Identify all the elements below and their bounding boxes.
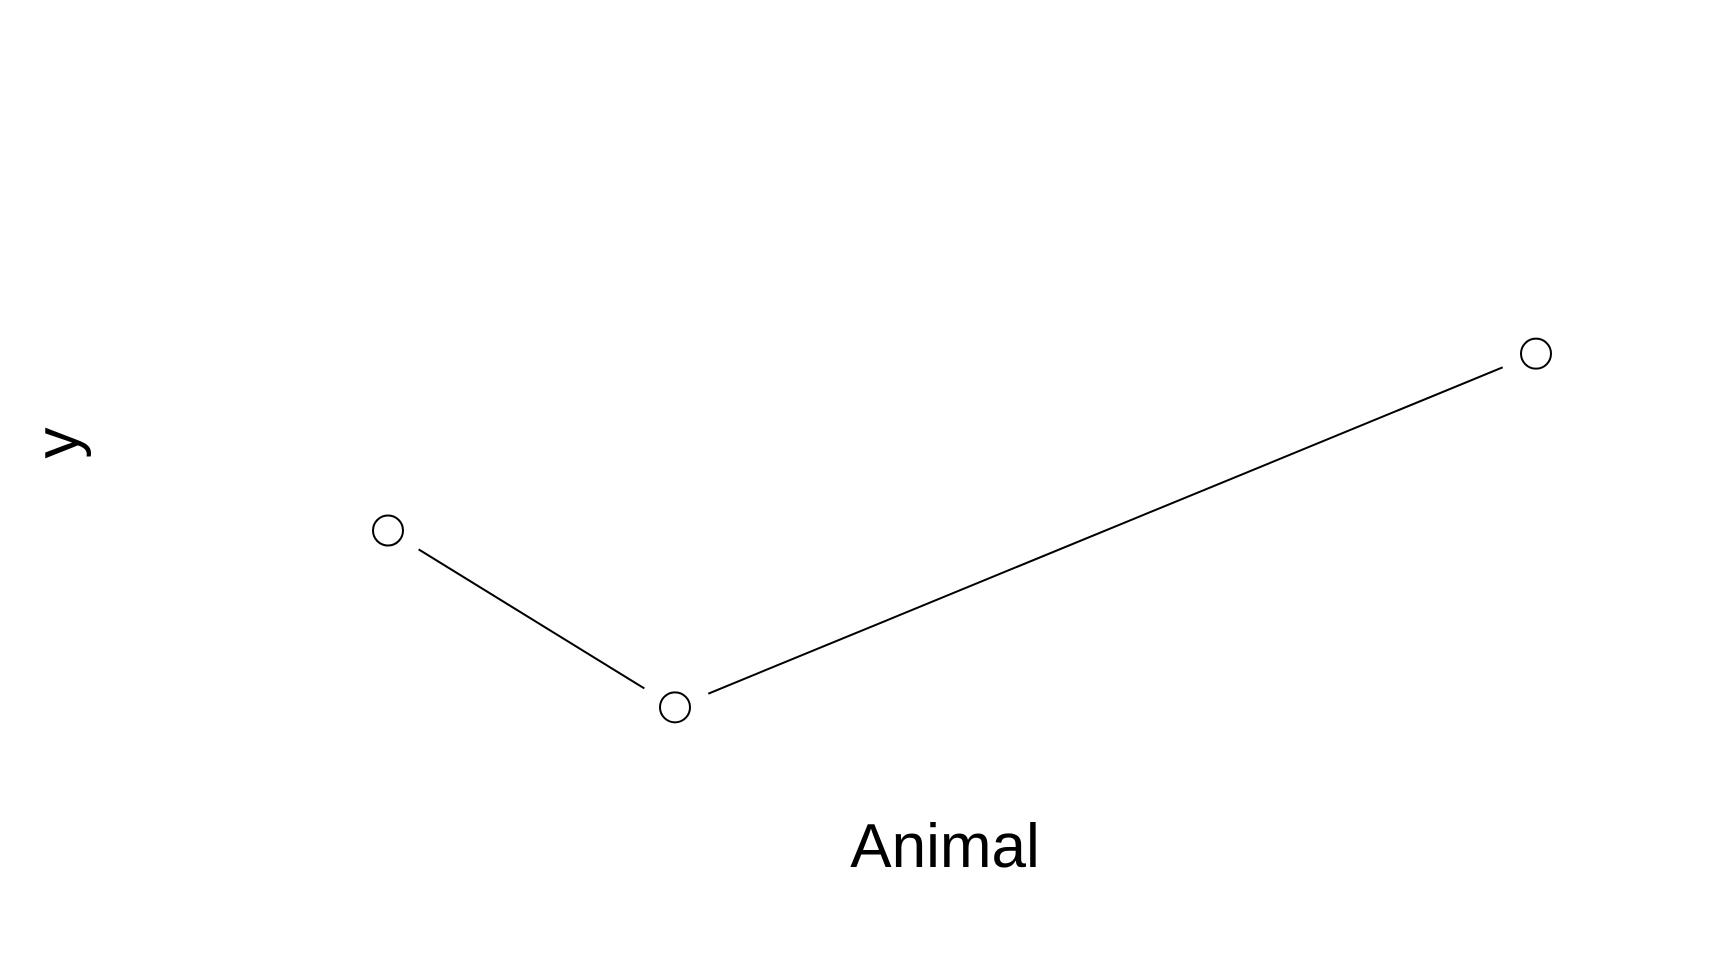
plot-area [372, 337, 1552, 724]
x-axis-title: Animal [850, 812, 1040, 881]
series-line-segment [418, 548, 645, 690]
data-point [1520, 337, 1552, 370]
data-point [659, 691, 691, 724]
y-axis-title: y [23, 428, 92, 459]
series-line-segment [707, 366, 1504, 695]
data-point [372, 514, 404, 547]
